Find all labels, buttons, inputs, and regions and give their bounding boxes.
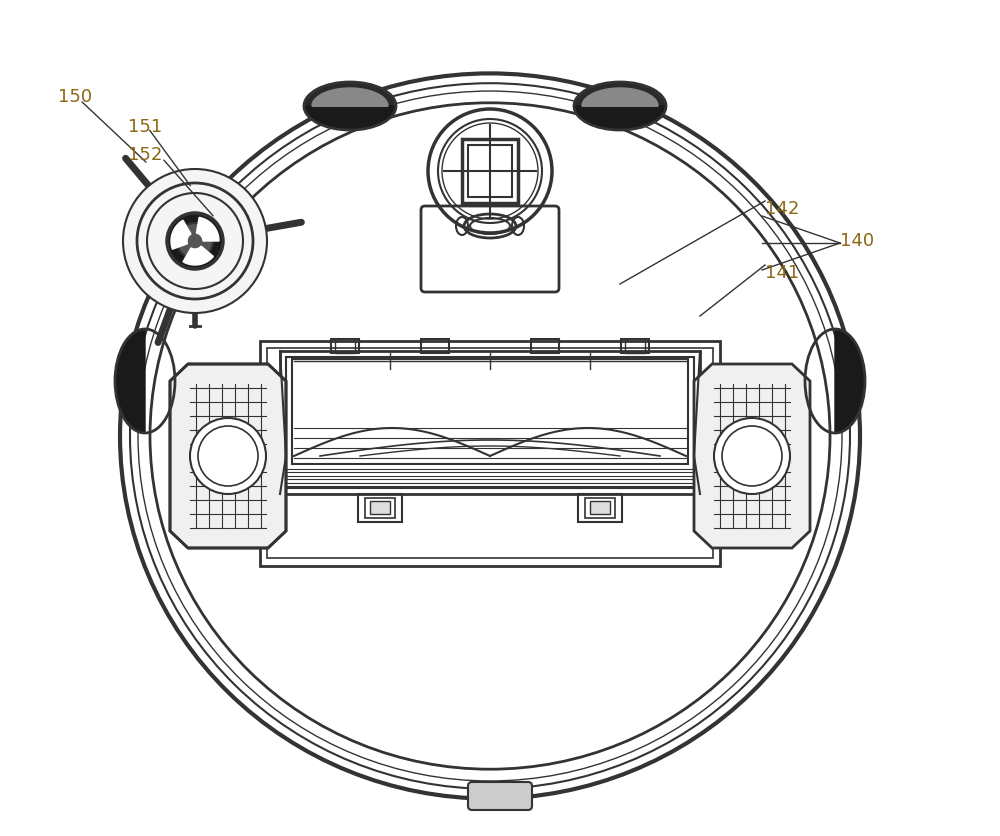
Text: 140: 140 xyxy=(840,232,874,250)
Bar xyxy=(280,352,700,494)
Bar xyxy=(365,498,395,518)
Bar xyxy=(267,349,713,558)
Circle shape xyxy=(714,419,790,494)
Circle shape xyxy=(177,224,213,260)
Polygon shape xyxy=(574,107,666,131)
Polygon shape xyxy=(171,221,191,250)
Polygon shape xyxy=(694,364,810,548)
Polygon shape xyxy=(835,329,865,434)
Polygon shape xyxy=(183,247,213,266)
Bar xyxy=(335,339,355,354)
Polygon shape xyxy=(582,89,658,107)
Bar xyxy=(462,140,518,204)
Circle shape xyxy=(167,214,223,270)
Bar xyxy=(260,342,720,566)
Circle shape xyxy=(190,419,266,494)
Bar xyxy=(286,358,694,488)
Text: 142: 142 xyxy=(765,200,799,217)
FancyBboxPatch shape xyxy=(468,782,532,810)
Polygon shape xyxy=(115,329,145,434)
Bar xyxy=(621,339,649,354)
Text: 150: 150 xyxy=(58,88,92,106)
Polygon shape xyxy=(312,89,388,107)
Bar xyxy=(370,502,390,514)
Text: 151: 151 xyxy=(128,118,162,135)
Polygon shape xyxy=(304,83,396,107)
Bar xyxy=(358,494,402,522)
Circle shape xyxy=(123,170,267,314)
Bar xyxy=(590,502,610,514)
Bar xyxy=(625,339,645,354)
Text: 152: 152 xyxy=(128,145,162,164)
Bar xyxy=(585,498,615,518)
Polygon shape xyxy=(304,107,396,131)
Bar xyxy=(468,145,512,198)
Bar xyxy=(578,494,622,522)
Bar xyxy=(421,339,449,354)
Text: 141: 141 xyxy=(765,263,799,282)
Bar xyxy=(292,359,688,465)
Bar xyxy=(531,339,559,354)
Polygon shape xyxy=(196,218,219,242)
Bar xyxy=(331,339,359,354)
Polygon shape xyxy=(170,364,286,548)
Polygon shape xyxy=(574,83,666,107)
